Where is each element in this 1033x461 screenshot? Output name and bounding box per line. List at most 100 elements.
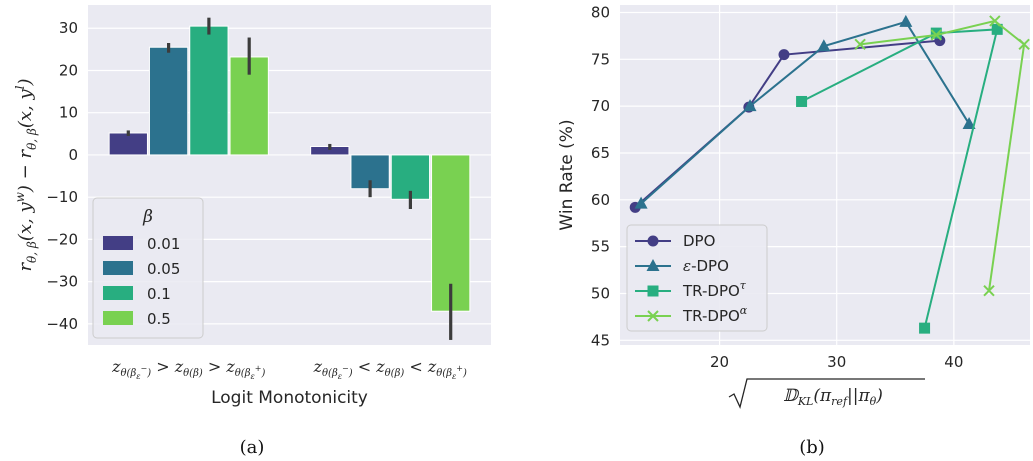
data-point — [989, 15, 1001, 27]
legend-label-part: TR-DPO — [682, 282, 740, 300]
x-tick-part: ) — [348, 368, 353, 379]
y-axis-label-b: Win Rate (%) — [557, 119, 577, 230]
y-tick-label-b: 75 — [591, 50, 610, 68]
legend-a — [92, 197, 204, 339]
legend-label-part: TR-DPO — [682, 307, 740, 325]
x-label-part: θ — [870, 395, 877, 408]
x-label-part: ) — [875, 386, 883, 406]
x-tick-label-b: 40 — [944, 353, 963, 371]
data-point — [854, 38, 866, 51]
x-tick-part: θ(β) — [183, 368, 203, 379]
data-point — [796, 95, 808, 107]
y-tick-label-b: 45 — [591, 331, 610, 349]
y-tick-label-a: 30 — [59, 19, 78, 37]
legend-label-a: 0.01 — [147, 235, 180, 253]
y-tick-label-a: −30 — [46, 273, 78, 291]
caption-a: (a) — [240, 437, 265, 458]
x-label-part: 𝔻 — [783, 386, 800, 406]
legend-marker-b — [647, 235, 659, 247]
x-tick-part: θ(β — [322, 368, 338, 379]
y-axis-label-text-b: Win Rate (%) — [557, 119, 577, 230]
x-tick-part: ε — [136, 372, 140, 381]
x-tick-part: z — [111, 357, 121, 376]
y-tick-label-b: 65 — [591, 144, 610, 162]
y-label-part: (x, y — [15, 89, 36, 129]
x-tick-part: θ(β — [235, 368, 251, 379]
y-axis-label-a: rθ, β(x, yw) − rθ, β(x, yl) — [13, 78, 39, 271]
x-tick-part: θ(β — [436, 368, 452, 379]
series-line — [801, 28, 999, 329]
data-point — [743, 99, 757, 112]
x-tick-part: ) — [260, 368, 265, 379]
legend-swatch-a — [103, 311, 133, 325]
x-axis-label-a: Logit Monotonicity — [211, 388, 368, 408]
sqrt-sign — [728, 378, 925, 409]
legend-label-part: -DPO — [691, 257, 729, 275]
x-label-part: ref — [831, 395, 849, 408]
x-tick-part: ) — [146, 368, 151, 379]
y-tick-label-a: −10 — [46, 188, 78, 206]
y-tick-label-a: −20 — [46, 230, 78, 248]
y-tick-label-a: 20 — [59, 61, 78, 79]
x-tick-part: > z — [151, 357, 184, 376]
legend-label-b: DPO — [683, 232, 715, 250]
x-label-part: (π — [813, 386, 832, 406]
legend-b — [626, 224, 768, 332]
x-tick-label-a: zθ(βε−) < zθ(β) < zθ(βε+) — [313, 357, 467, 381]
legend-label-a: 0.05 — [147, 260, 180, 278]
legend-label-b: TR-DPOτ — [682, 279, 747, 300]
bar — [189, 25, 229, 156]
data-point — [1018, 38, 1030, 51]
y-label-part: θ, β — [25, 128, 39, 150]
marker-stroke — [989, 15, 1001, 27]
marker-stroke — [983, 284, 995, 297]
x-tick-part: ε — [250, 372, 254, 381]
y-label-part: θ, β — [25, 241, 39, 263]
x-tick-label-b: 30 — [827, 353, 846, 371]
x-tick-label-b: 20 — [710, 353, 729, 371]
x-label-part: ||π — [847, 386, 870, 406]
x-tick-part: < z — [404, 357, 437, 376]
legend-swatch-a — [103, 261, 133, 275]
data-point — [919, 322, 931, 334]
y-tick-label-b: 70 — [591, 97, 610, 115]
x-label-part: KL — [797, 395, 814, 408]
data-point — [817, 39, 831, 52]
data-point — [899, 14, 913, 27]
y-tick-label-a: −40 — [46, 315, 78, 333]
data-point — [983, 284, 995, 297]
legend-swatch-a — [103, 286, 133, 300]
x-axis-label-b: 𝔻KL(πref||πθ) — [783, 386, 883, 408]
x-tick-part: θ(β) — [385, 368, 405, 379]
data-point — [962, 116, 976, 129]
y-label-part: r — [15, 262, 36, 272]
x-tick-part: z — [313, 357, 323, 376]
x-tick-part: + — [255, 364, 262, 373]
y-tick-label-b: 55 — [591, 238, 610, 256]
legend-label-part: τ — [740, 279, 747, 292]
x-tick-part: ) — [462, 368, 467, 379]
legend-label-a: 0.5 — [147, 310, 171, 328]
x-tick-part: ε — [338, 372, 342, 381]
legend-label-a: 0.1 — [147, 285, 171, 303]
y-label-part: ) − r — [15, 149, 36, 194]
x-tick-label-a: zθ(βε−) > zθ(β) > zθ(βε+) — [111, 357, 265, 381]
x-tick-part: < z — [353, 357, 386, 376]
marker-stroke — [854, 38, 866, 51]
legend-marker-b — [646, 259, 660, 271]
legend-label-part: α — [740, 304, 748, 317]
legend-label-part: ε — [683, 257, 691, 275]
legend-swatch-a — [103, 236, 133, 250]
data-point — [634, 196, 648, 209]
y-tick-label-a: 0 — [68, 146, 78, 164]
legend-marker-b — [647, 310, 659, 322]
bar — [148, 46, 189, 156]
y-tick-label-b: 80 — [591, 3, 610, 21]
marker-stroke — [930, 29, 942, 41]
data-point — [930, 29, 942, 41]
marker-stroke — [647, 310, 659, 322]
x-tick-part: ε — [452, 372, 456, 381]
y-label-part: w — [13, 191, 27, 202]
y-label-part: (x, y — [15, 202, 36, 242]
